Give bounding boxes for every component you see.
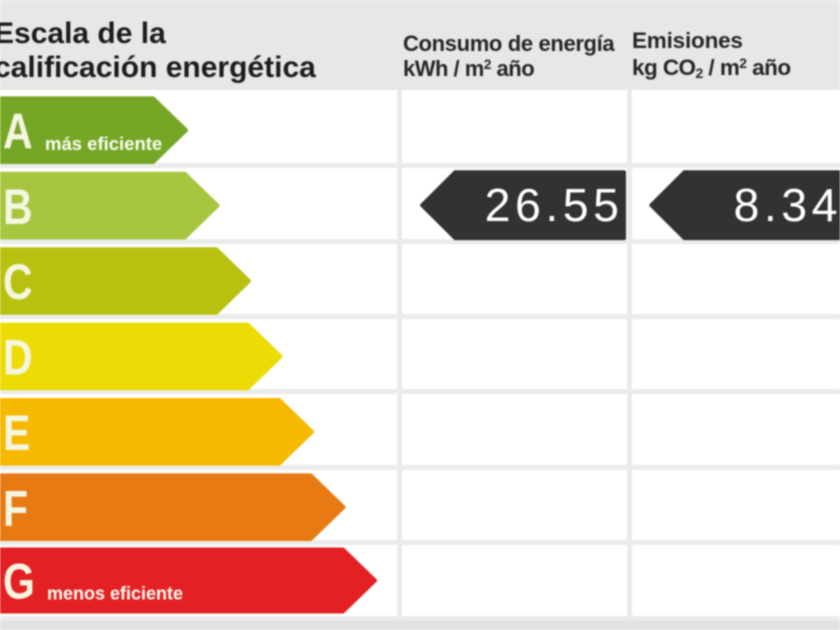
svg-text:F: F (3, 481, 28, 537)
svg-text:A: A (3, 104, 33, 160)
svg-text:E: E (3, 405, 30, 461)
svg-text:B: B (3, 179, 33, 235)
svg-text:26.55: 26.55 (485, 179, 624, 231)
svg-text:menos eficiente: menos eficiente (47, 584, 183, 604)
svg-text:8.34: 8.34 (733, 179, 840, 231)
svg-text:más eficiente: más eficiente (45, 133, 162, 154)
svg-text:C: C (3, 254, 33, 310)
svg-text:G: G (3, 554, 35, 610)
svg-text:D: D (3, 330, 33, 386)
